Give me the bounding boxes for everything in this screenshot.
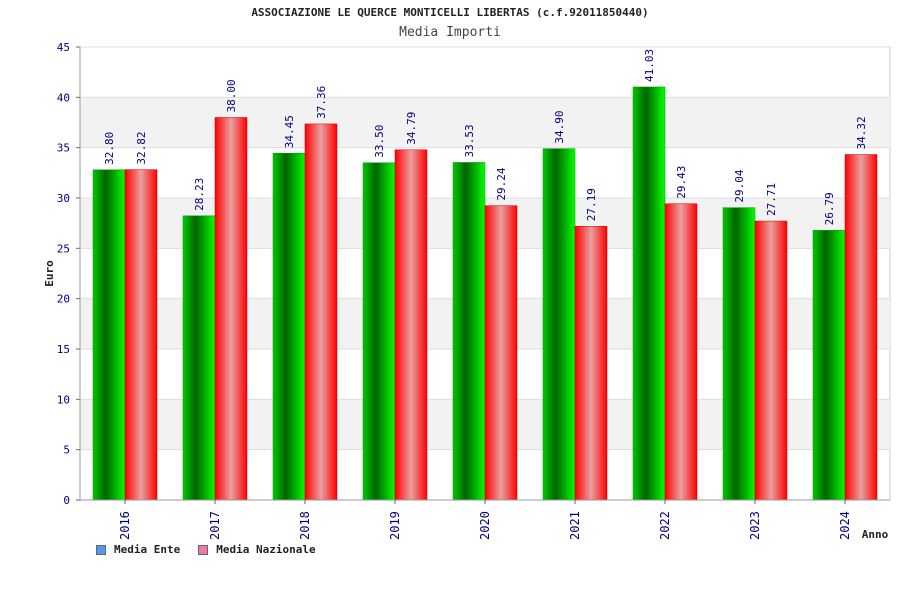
y-tick-label: 25: [57, 242, 70, 255]
y-tick-label: 30: [57, 192, 70, 205]
bar-media-nazionale: [574, 226, 608, 501]
x-tick-label: 2021: [568, 511, 582, 540]
bar-value-label: 29.43: [675, 166, 688, 199]
bar-value-label: 32.82: [135, 131, 148, 164]
bar-value-label: 34.90: [553, 111, 566, 144]
bar-value-label: 28.23: [193, 178, 206, 211]
bar-media-ente: [452, 162, 486, 501]
chart-title: ASSOCIAZIONE LE QUERCE MONTICELLI LIBERT…: [251, 6, 649, 19]
bar-value-label: 29.24: [495, 167, 508, 200]
legend-swatch: [198, 544, 209, 555]
x-tick-label: 2022: [658, 511, 672, 540]
legend-item-media-nazionale: Media Nazionale: [198, 543, 316, 556]
bar-media-ente: [362, 162, 396, 501]
bar-value-label: 27.19: [585, 188, 598, 221]
bar-media-ente: [272, 152, 306, 501]
x-tick-label: 2016: [118, 511, 132, 540]
legend-item-media-ente: Media Ente: [96, 543, 180, 556]
bar-value-label: 34.79: [405, 112, 418, 145]
bar-media-ente: [812, 230, 846, 501]
x-tick-label: 2019: [388, 511, 402, 540]
y-tick-label: 35: [57, 142, 70, 155]
bar-value-label: 27.71: [765, 183, 778, 216]
x-tick-label: 2018: [298, 511, 312, 540]
bar-value-label: 37.36: [315, 86, 328, 119]
y-tick-label: 10: [57, 393, 70, 406]
bar-media-ente: [542, 148, 576, 501]
bar-value-label: 41.03: [643, 49, 656, 82]
bar-media-nazionale: [304, 123, 338, 501]
bar-media-nazionale: [844, 154, 878, 501]
bar-value-label: 29.04: [733, 169, 746, 202]
bar-value-label: 26.79: [823, 192, 836, 225]
bar-value-label: 33.53: [463, 124, 476, 157]
grid-band: [80, 97, 890, 148]
bar-media-ente: [92, 169, 126, 501]
bar-media-nazionale: [664, 203, 698, 501]
bar-media-nazionale: [484, 205, 518, 501]
y-tick-label: 0: [63, 494, 70, 507]
x-axis-label: Anno: [862, 528, 889, 541]
bar-value-label: 34.45: [283, 115, 296, 148]
bar-value-label: 34.32: [855, 116, 868, 149]
x-tick-label: 2024: [838, 511, 852, 540]
y-axis-label: Euro: [43, 260, 56, 287]
y-tick-label: 45: [57, 41, 70, 54]
bar-value-label: 38.00: [225, 79, 238, 112]
legend-swatch: [96, 544, 106, 555]
x-tick-label: 2017: [208, 511, 222, 540]
legend-label: Media Nazionale: [216, 543, 316, 556]
x-tick-label: 2023: [748, 511, 762, 540]
bar-media-nazionale: [394, 149, 428, 501]
bar-media-nazionale: [214, 117, 248, 501]
y-tick-label: 15: [57, 343, 70, 356]
legend: Media Ente Media Nazionale: [96, 543, 316, 556]
bar-media-nazionale: [754, 220, 788, 501]
y-tick-label: 40: [57, 91, 70, 104]
legend-label: Media Ente: [114, 543, 181, 556]
bar-media-ente: [722, 207, 756, 501]
bar-value-label: 32.80: [103, 132, 116, 165]
y-tick-label: 20: [57, 293, 70, 306]
y-tick-label: 5: [63, 444, 70, 457]
bar-value-label: 33.50: [373, 125, 386, 158]
bar-media-ente: [182, 215, 216, 501]
x-tick-label: 2020: [478, 511, 492, 540]
bar-media-ente: [632, 86, 666, 501]
chart-subtitle: Media Importi: [399, 25, 501, 40]
bar-media-nazionale: [124, 169, 158, 501]
